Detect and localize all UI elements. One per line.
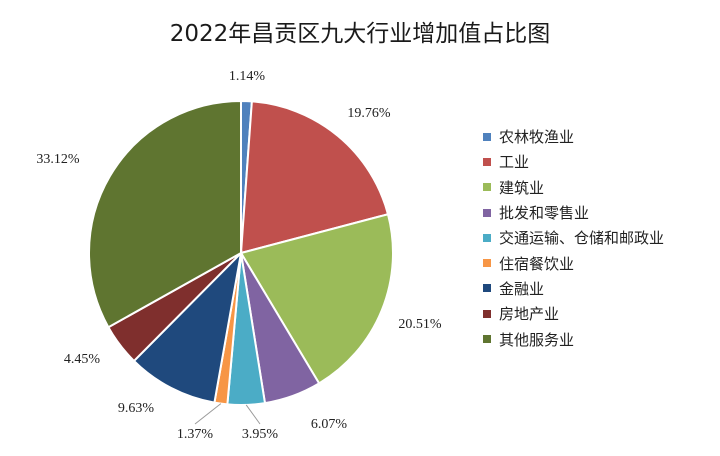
pie-slice <box>132 250 243 404</box>
legend-label: 住宿餐饮业 <box>499 254 575 273</box>
legend-item: 农林牧渔业 <box>483 124 664 149</box>
legend-item: 住宿餐饮业 <box>483 250 664 275</box>
pie-slice <box>88 99 242 329</box>
legend-swatch <box>483 233 491 242</box>
data-label: 4.45% <box>64 352 101 367</box>
legend-swatch <box>483 284 491 293</box>
legend-swatch <box>483 309 491 318</box>
data-label: 3.95% <box>242 427 279 442</box>
legend-item: 工业 <box>483 149 664 174</box>
data-label: 1.14% <box>229 69 266 84</box>
data-label: 19.76% <box>347 106 391 121</box>
legend-label: 建筑业 <box>499 178 545 197</box>
legend-swatch <box>483 208 491 217</box>
legend-label: 农林牧渔业 <box>499 128 575 147</box>
data-label: 6.07% <box>311 417 348 432</box>
data-label: 1.37% <box>177 427 214 442</box>
legend-item: 交通运输、仓储和邮政业 <box>483 225 664 250</box>
data-label: 20.51% <box>398 317 442 332</box>
legend-label: 房地产业 <box>499 305 560 324</box>
legend-item: 建筑业 <box>483 175 664 200</box>
legend-swatch <box>483 132 491 141</box>
data-label: 9.63% <box>118 401 155 416</box>
legend-swatch <box>483 183 491 192</box>
legend-label: 批发和零售业 <box>499 204 590 223</box>
legend-label: 金融业 <box>499 279 545 298</box>
leader-line <box>245 404 261 425</box>
chart-title: 2022年昌贡区九大行业增加值占比图 <box>169 21 551 47</box>
legend-item: 金融业 <box>483 276 664 301</box>
legend-item: 批发和零售业 <box>483 200 664 225</box>
legend-item: 房地产业 <box>483 301 664 326</box>
legend-label: 其他服务业 <box>499 330 575 349</box>
data-label: 33.12% <box>36 152 80 167</box>
legend-label: 工业 <box>499 153 530 172</box>
pie-slice <box>239 100 390 255</box>
legend-swatch <box>483 157 491 166</box>
legend-swatch <box>483 335 491 344</box>
legend-item: 其他服务业 <box>483 326 664 351</box>
chart-legend: 农林牧渔业工业建筑业批发和零售业交通运输、仓储和邮政业 住宿餐饮业金融业房地产业其… <box>483 124 664 352</box>
legend-swatch <box>483 259 491 268</box>
leader-line <box>194 403 222 425</box>
legend-label: 交通运输、仓储和邮政业 <box>499 229 665 248</box>
pie-slice <box>239 213 394 385</box>
